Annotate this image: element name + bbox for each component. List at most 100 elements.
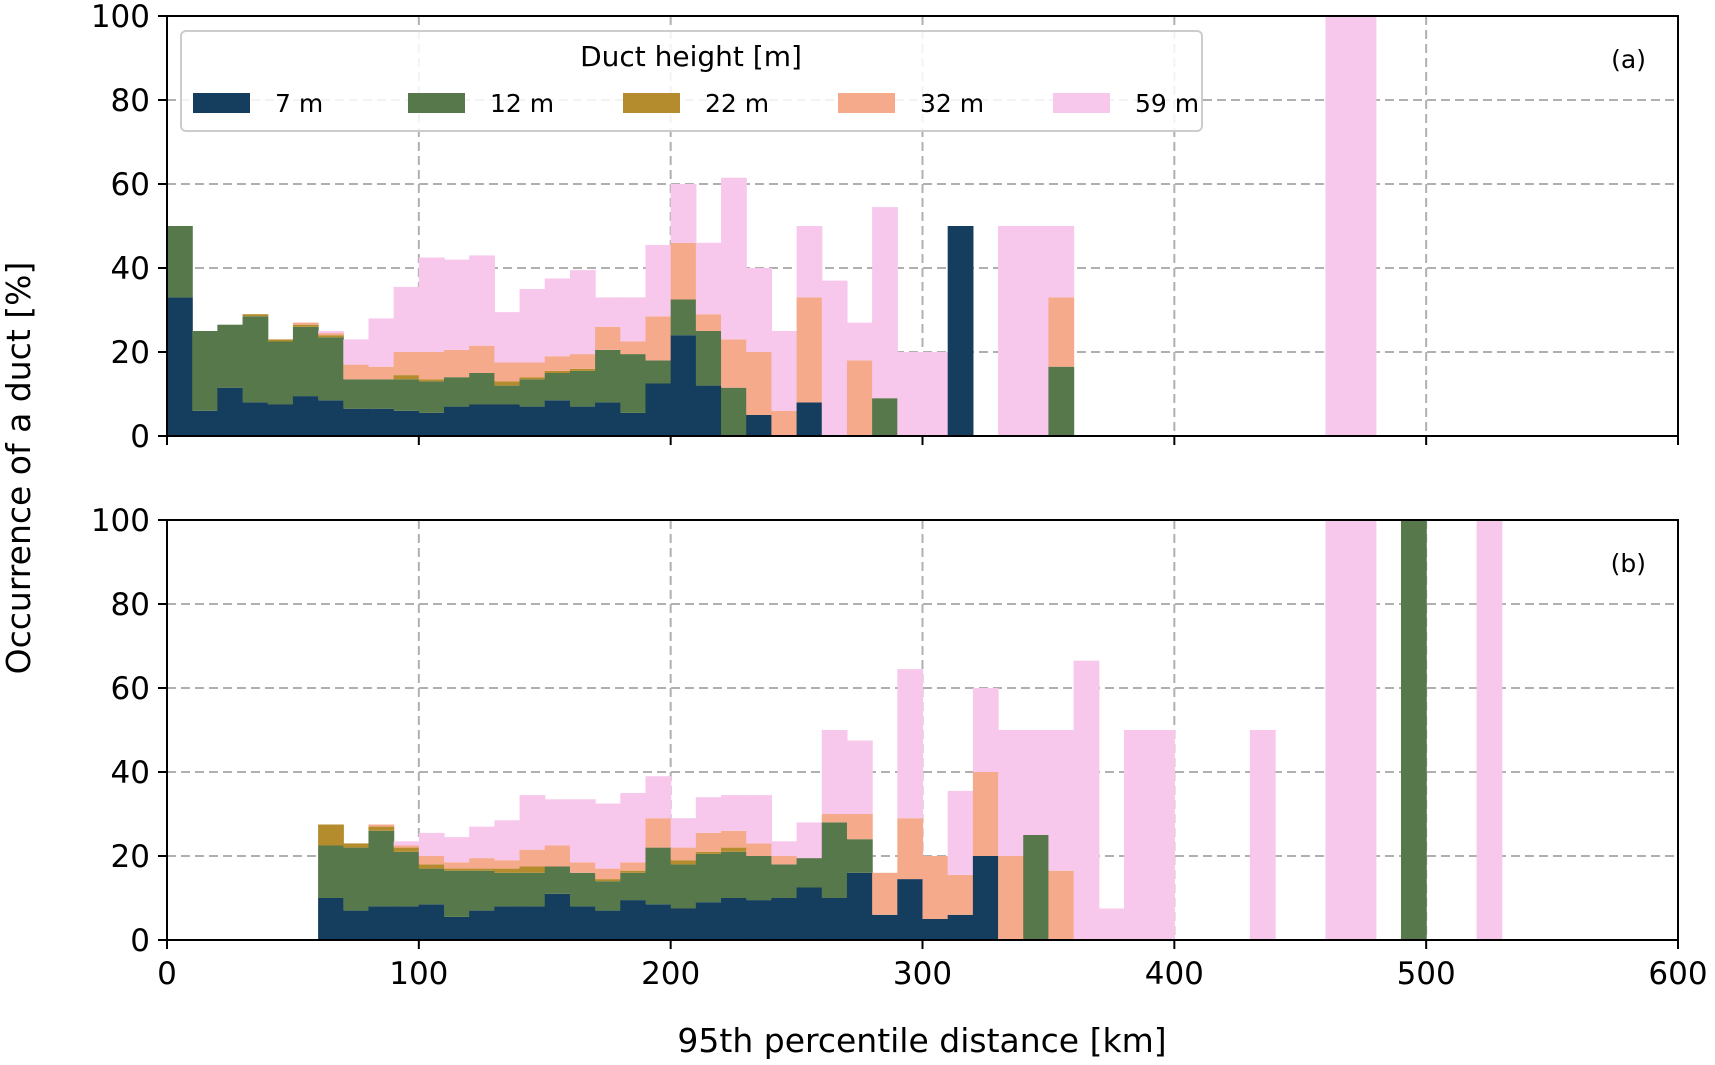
bar-segment-7m xyxy=(469,404,495,436)
bar-segment-59m xyxy=(1325,520,1352,940)
bar-segment-22m xyxy=(721,847,747,852)
legend-swatch xyxy=(193,93,250,113)
bar-segment-59m xyxy=(519,795,546,850)
panel-label: (b) xyxy=(1611,549,1646,578)
bar-segment-32m xyxy=(746,843,772,856)
bar-segment-59m xyxy=(695,242,722,315)
bar-segment-32m xyxy=(494,860,521,869)
x-tick-label: 200 xyxy=(641,956,700,992)
bar-segment-7m xyxy=(595,910,621,940)
bar-segment-59m xyxy=(998,226,1024,436)
bar-segment-12m xyxy=(519,872,546,907)
bar-segment-22m xyxy=(569,368,596,371)
y-tick-label: 60 xyxy=(111,671,150,707)
bar-segment-7m xyxy=(343,910,370,940)
bar-segment-7m xyxy=(393,906,420,940)
bar-segment-32m xyxy=(544,356,571,371)
y-tick-label: 0 xyxy=(130,419,150,455)
bar-segment-59m xyxy=(846,322,873,361)
bar-segment-12m xyxy=(343,847,370,911)
bar-segment-32m xyxy=(292,322,319,325)
bar-segment-22m xyxy=(393,375,420,380)
bar-segment-22m xyxy=(519,377,546,380)
bar-segment-22m xyxy=(242,314,269,317)
legend-entry: 59 m xyxy=(1053,89,1199,118)
bar-segment-12m xyxy=(620,872,647,901)
y-tick-label: 20 xyxy=(111,335,150,371)
legend: Duct height [m] 7 m 12 m 22 m 32 m 59 m xyxy=(180,30,1203,132)
legend-label: 7 m xyxy=(275,89,323,118)
bar-segment-12m xyxy=(368,379,395,409)
bar-segment-32m xyxy=(544,845,571,867)
bar-segment-59m xyxy=(998,730,1024,856)
bar-segment-59m xyxy=(721,177,747,340)
bar-segment-7m xyxy=(897,879,924,940)
bar-segment-12m xyxy=(418,381,445,413)
bar-segment-59m xyxy=(796,822,823,859)
bar-segment-32m xyxy=(444,349,470,378)
bar-segment-22m xyxy=(418,379,445,382)
bar-segment-7m xyxy=(494,906,521,940)
bar-segment-59m xyxy=(746,795,772,844)
y-tick-label: 0 xyxy=(130,923,150,959)
bar-segment-7m xyxy=(796,887,823,940)
bar-segment-7m xyxy=(746,900,772,940)
bar-segment-59m xyxy=(569,799,596,863)
bars xyxy=(167,16,1377,436)
bar-segment-32m xyxy=(846,814,873,840)
bar-segment-59m xyxy=(1073,660,1100,940)
legend-swatch xyxy=(838,93,895,113)
bar-segment-59m xyxy=(1350,16,1377,436)
bar-segment-12m xyxy=(292,326,319,397)
bar-segment-12m xyxy=(469,870,495,911)
bar-segment-7m xyxy=(469,910,495,940)
bar-segment-59m xyxy=(1325,16,1352,436)
bar-segment-7m xyxy=(368,408,395,436)
bar-segment-7m xyxy=(192,410,218,436)
bar-segment-12m xyxy=(217,324,244,388)
bar-segment-32m xyxy=(972,772,999,856)
bar-segment-59m xyxy=(1249,730,1276,940)
bar-segment-7m xyxy=(846,872,873,940)
bar-segment-59m xyxy=(544,799,571,846)
bar-segment-12m xyxy=(393,851,420,907)
y-tick-label: 40 xyxy=(111,755,150,791)
bar-segment-12m xyxy=(242,316,269,403)
bar-segment-59m xyxy=(746,268,772,352)
bar-segment-22m xyxy=(494,381,521,386)
bar-segment-12m xyxy=(670,299,697,336)
bar-segment-32m xyxy=(519,849,546,867)
bar-segment-12m xyxy=(318,845,344,898)
bar-segment-32m xyxy=(343,364,370,380)
bar-segment-12m xyxy=(1048,366,1075,436)
bar-segment-22m xyxy=(544,370,571,373)
bar-segment-7m xyxy=(620,412,647,436)
bar-segment-59m xyxy=(595,297,621,327)
bar-segment-7m xyxy=(947,226,974,436)
bar-segment-32m xyxy=(721,830,747,848)
y-tick-label: 60 xyxy=(111,167,150,203)
y-tick-label: 80 xyxy=(111,587,150,623)
bar-segment-12m xyxy=(595,349,621,403)
bar-segment-12m xyxy=(494,872,521,907)
bar-segment-12m xyxy=(595,881,621,911)
bar-segment-7m xyxy=(393,410,420,436)
bar-segment-32m xyxy=(519,362,546,378)
bar-segment-22m xyxy=(444,868,470,871)
bar-segment-7m xyxy=(217,387,244,436)
bar-segment-12m xyxy=(695,853,722,903)
bar-segment-32m xyxy=(368,366,395,380)
bar-segment-59m xyxy=(469,255,495,346)
bar-segment-32m xyxy=(418,856,445,865)
x-tick-label: 500 xyxy=(1397,956,1456,992)
bar-segment-7m xyxy=(318,898,344,940)
bar-segment-7m xyxy=(444,916,470,940)
bar-segment-59m xyxy=(771,331,798,411)
bar-segment-59m xyxy=(343,339,370,365)
bar-segment-59m xyxy=(796,226,823,298)
bar-segment-12m xyxy=(569,370,596,407)
bar-segment-7m xyxy=(544,893,571,940)
bar-segment-12m xyxy=(544,373,571,401)
bar-segment-7m xyxy=(695,385,722,436)
